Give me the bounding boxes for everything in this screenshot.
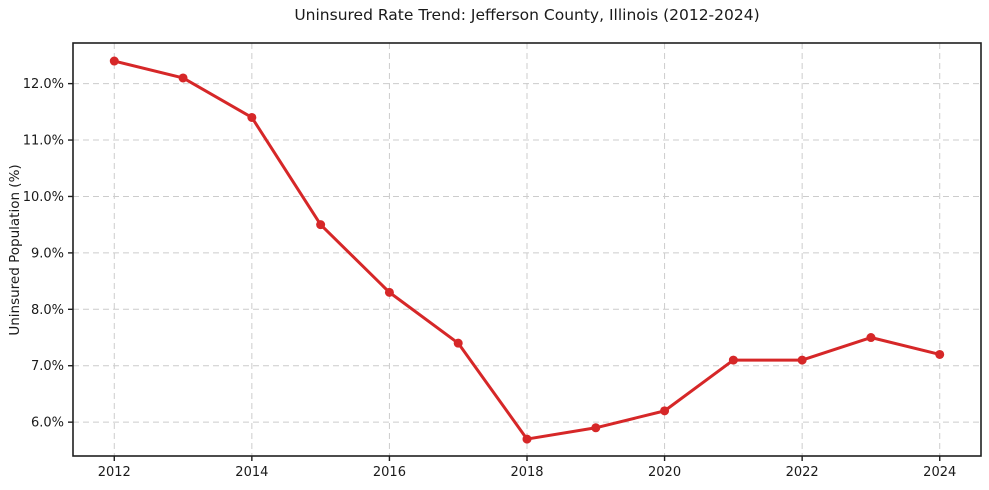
data-point-2015 — [316, 220, 326, 230]
x-tick-label: 2022 — [786, 465, 819, 480]
data-point-2013 — [178, 73, 188, 83]
y-tick-label: 9.0% — [31, 246, 64, 261]
data-point-2018 — [522, 434, 532, 444]
y-tick-label: 11.0% — [23, 134, 64, 149]
data-point-2012 — [109, 56, 119, 66]
y-tick-label: 10.0% — [23, 190, 64, 205]
data-point-2020 — [660, 406, 670, 416]
y-tick-label: 6.0% — [31, 416, 64, 431]
y-tick-label: 12.0% — [23, 77, 64, 92]
x-tick-label: 2014 — [235, 465, 268, 480]
chart-title: Uninsured Rate Trend: Jefferson County, … — [294, 6, 760, 24]
data-point-2014 — [247, 112, 257, 122]
x-tick-label: 2020 — [648, 465, 681, 480]
data-point-2024 — [935, 349, 945, 359]
x-tick-label: 2024 — [923, 465, 956, 480]
x-tick-label: 2016 — [373, 465, 406, 480]
data-point-2017 — [453, 338, 463, 348]
y-tick-label: 8.0% — [31, 303, 64, 318]
x-tick-label: 2018 — [510, 465, 543, 480]
data-point-2022 — [797, 355, 807, 365]
data-point-2023 — [866, 333, 876, 343]
y-tick-label: 7.0% — [31, 359, 64, 374]
data-point-2021 — [728, 355, 738, 365]
data-point-2019 — [591, 423, 601, 433]
data-point-2016 — [384, 287, 394, 297]
x-tick-label: 2012 — [98, 465, 131, 480]
